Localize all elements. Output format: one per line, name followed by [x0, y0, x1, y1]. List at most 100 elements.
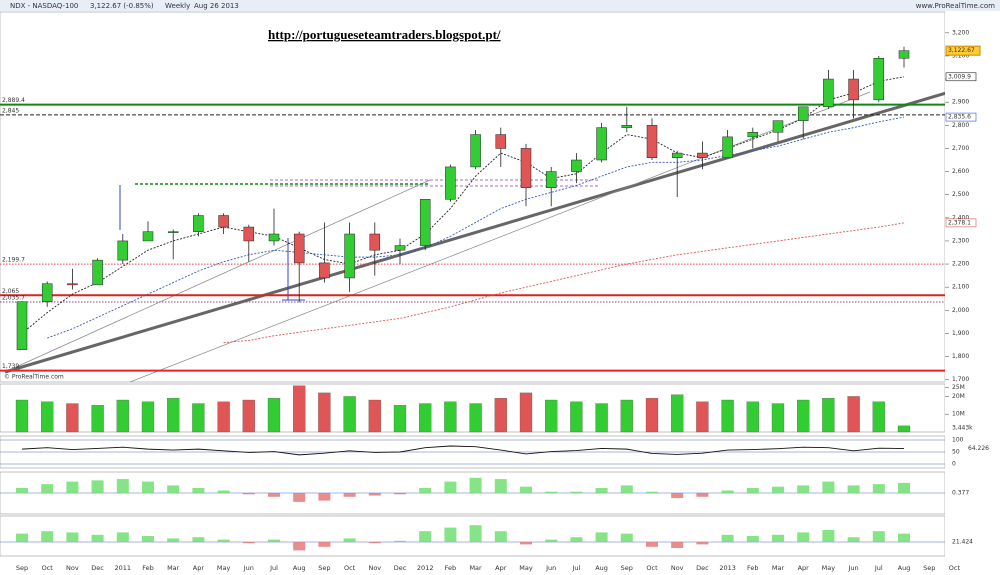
volume-bar [696, 401, 709, 433]
trend-line-thin [129, 91, 871, 383]
x-tick-label: Apr [193, 564, 205, 572]
volume-bar [419, 403, 432, 433]
oscillator-bar [16, 487, 28, 493]
x-tick-label: Oct [42, 564, 54, 572]
y-tick-label: 1,900 [952, 330, 969, 337]
annotation: http://portugueseteamtraders.blogspot.pt… [268, 27, 501, 42]
oscillator-bar [545, 491, 558, 493]
volume-end-label: 3,443k [952, 425, 973, 432]
oscillator-bar [41, 484, 54, 493]
volume-bar [66, 403, 79, 433]
momentum-bar [721, 534, 734, 542]
candle-body [823, 78, 834, 108]
y-tick-label: 2,000 [952, 307, 969, 314]
candle-body [697, 152, 708, 158]
x-tick-label: Feb [142, 564, 154, 572]
x-tick-label: Mar [469, 564, 482, 572]
value-box [945, 218, 977, 228]
x-tick-label: Feb [445, 564, 457, 572]
volume-bar [872, 401, 885, 433]
volume-bar [167, 398, 180, 433]
momentum-bar [394, 540, 406, 542]
oscillator-bar [293, 493, 306, 502]
oscillator-bar [696, 493, 709, 497]
volume-bar [91, 405, 104, 433]
candle-body [545, 171, 557, 188]
candle-body [520, 148, 532, 188]
momentum-bar [91, 534, 104, 542]
oscillator-bar [671, 493, 684, 499]
candle-body [722, 136, 733, 158]
candle-body [419, 199, 431, 246]
period: Weekly [165, 2, 190, 10]
oscillator-bar [746, 487, 759, 493]
candle-body [142, 231, 154, 242]
oscillator-bar [595, 487, 608, 493]
volume-bar [671, 394, 684, 433]
level-label: 2,199.7 [2, 257, 25, 264]
volume-bar [545, 399, 558, 433]
rsi-line [21, 445, 905, 456]
volume-bar [368, 399, 381, 433]
x-tick-label: Sep [923, 564, 935, 572]
candle-body [470, 134, 481, 168]
candle-body [218, 215, 229, 228]
momentum-bar [142, 536, 154, 542]
volume-bar [393, 405, 407, 433]
x-tick-label: Oct [344, 564, 356, 572]
momentum-bar-end-label: 21.424 [952, 539, 973, 546]
candle-body [797, 106, 809, 121]
momentum-bar [696, 542, 709, 545]
x-tick-label: Aug [595, 564, 608, 572]
oscillator-bar [520, 486, 532, 493]
x-tick-label: Jun [848, 564, 859, 572]
x-tick-label: Jun [243, 564, 254, 572]
volume-bar [771, 403, 785, 433]
candle-body [772, 120, 784, 133]
momentum-bar [343, 538, 356, 542]
volume-bar [897, 425, 911, 433]
momentum-bar [16, 533, 28, 542]
last-price-box [945, 45, 981, 56]
oscillator-bar [797, 485, 810, 493]
ma-end-label: 2,378.1 [948, 219, 971, 226]
date: Aug 26 2013 [194, 2, 239, 10]
candle-body [445, 166, 456, 200]
candle-body [621, 125, 633, 128]
price-change: 3,122.67 (-0.85%) [90, 2, 154, 10]
momentum-bar [217, 539, 230, 542]
candle-body [671, 152, 683, 158]
oscillator-bar [646, 491, 658, 493]
y-tick-label: 100 [952, 437, 964, 444]
candle-body [495, 134, 507, 149]
volume-bar [721, 399, 734, 433]
volume-bar [116, 399, 129, 433]
oscillator-bar [318, 493, 331, 501]
symbol: NDX - NASDAQ-100 [10, 2, 78, 10]
level-label: 1,739 [2, 363, 19, 370]
x-tick-label: Jul [571, 564, 580, 572]
volume-bar [141, 401, 155, 433]
oscillator-bar-end-label: 0.377 [952, 490, 969, 497]
candle-body [167, 231, 179, 233]
candle-body [344, 233, 355, 279]
oscillator-bar [570, 491, 583, 493]
moving-average [21, 76, 905, 334]
volume-bar [595, 403, 608, 433]
volume-bar [15, 399, 29, 433]
momentum-bar [772, 534, 784, 542]
y-tick-label: 2,300 [952, 237, 969, 244]
momentum-bar [797, 532, 810, 542]
momentum-bar [620, 533, 633, 542]
momentum-bar [469, 525, 482, 542]
header-bar [0, 0, 1000, 11]
momentum-bar [66, 532, 79, 542]
y-tick-label: 2,500 [952, 191, 969, 198]
x-tick-label: Feb [747, 564, 759, 572]
y-tick-label: 0 [952, 461, 956, 468]
momentum-bar [116, 532, 129, 542]
trend-line [4, 75, 1000, 374]
y-tick-label: 2,800 [952, 122, 969, 129]
oscillator-bar [217, 490, 230, 493]
x-tick-label: Jul [874, 564, 883, 572]
